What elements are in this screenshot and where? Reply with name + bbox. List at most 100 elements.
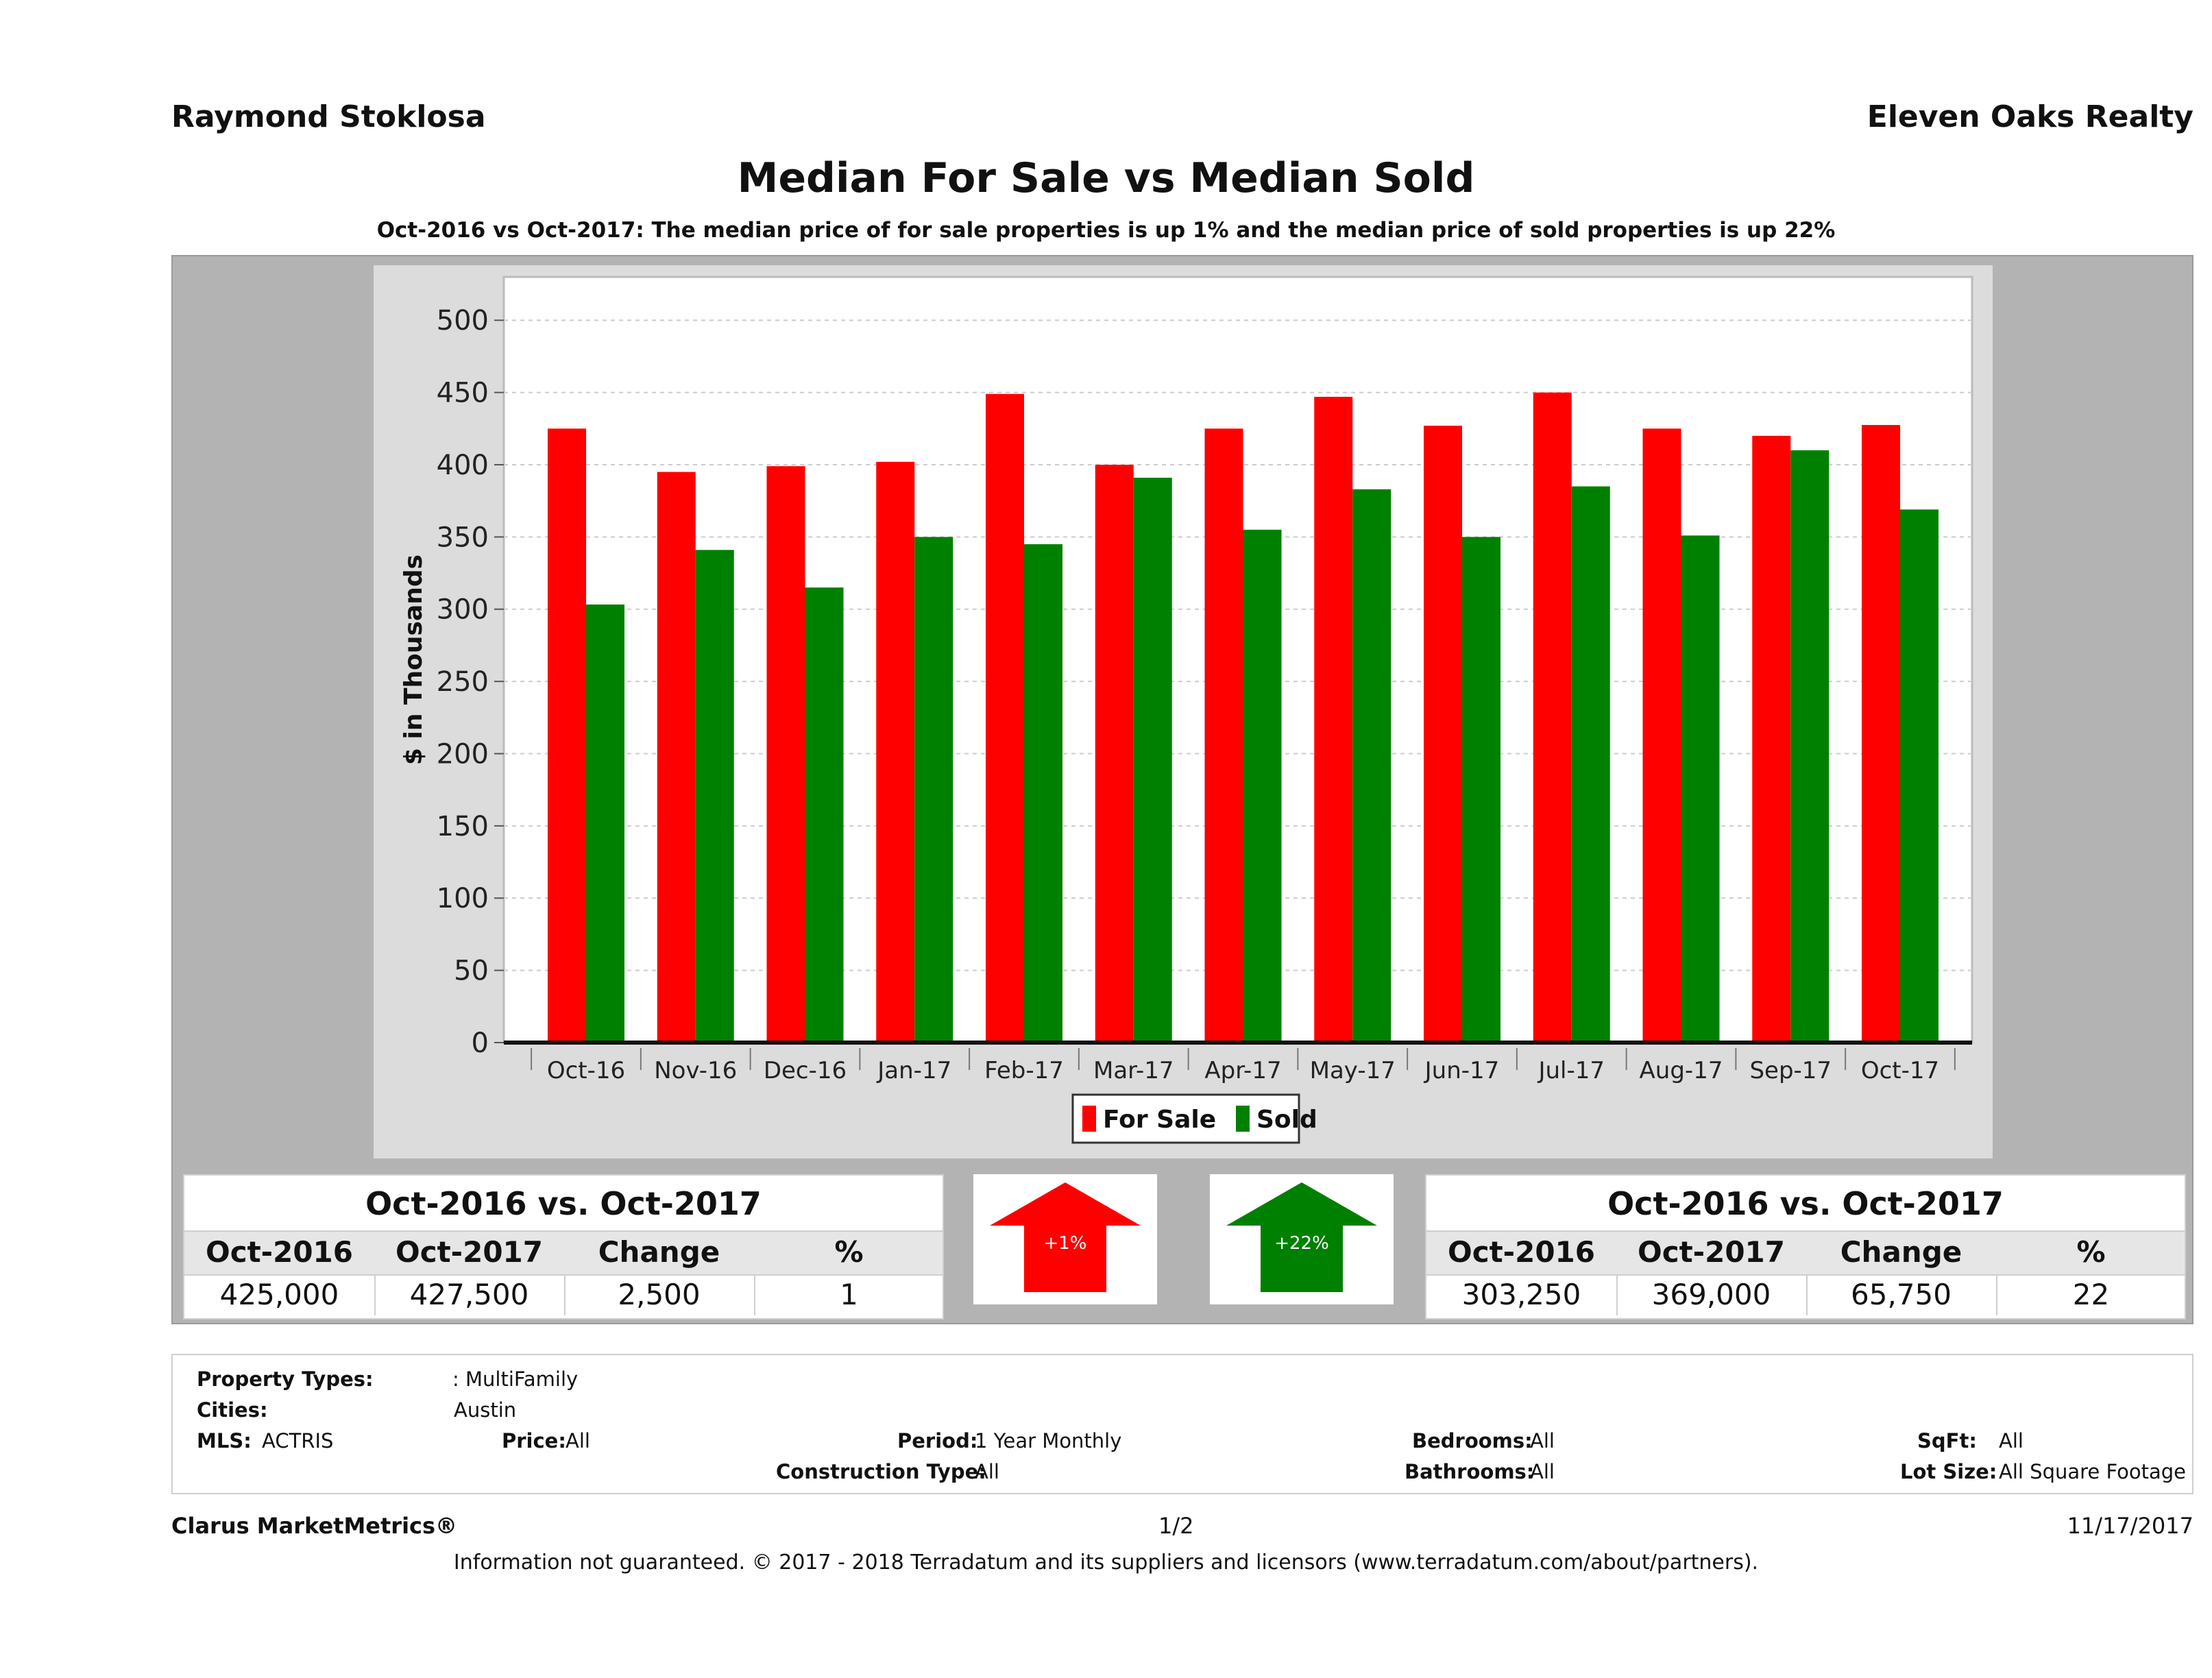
x-tick-label: Jan-17 [876,1057,951,1084]
sold-value-oct2016: 303,250 [1461,1278,1581,1311]
construction-type-label: Construction Type: [776,1460,986,1483]
sold-stats-header-row: Oct-2016 Oct-2017 Change % [1426,1230,2185,1276]
x-tick-label: Mar-17 [1093,1057,1174,1084]
x-tick-label: Jul-17 [1537,1057,1605,1084]
cities-value: Austin [454,1398,517,1422]
x-tick-label: Apr-17 [1204,1057,1281,1084]
legend-box [1071,1093,1300,1144]
bar-sold [1352,489,1391,1043]
bedrooms-label: Bedrooms: [1412,1429,1533,1452]
legend-swatch-for-sale [1082,1106,1096,1132]
sold-value-change: 65,750 [1851,1278,1952,1311]
x-tick-label: Dec-16 [764,1057,847,1084]
bar-sold [805,587,844,1043]
for-sale-change-arrow: +1% [973,1174,1157,1304]
bar-sold [1681,535,1720,1043]
x-tick-label: Sep-17 [1749,1057,1832,1084]
for-sale-value-oct2016: 425,000 [219,1278,339,1311]
y-axis-label: $ in Thousands [400,555,428,765]
legend-swatch-sold [1236,1106,1250,1132]
chart-subtitle: Oct-2016 vs Oct-2017: The median price o… [376,218,1836,243]
bar-for-sale [1752,435,1791,1043]
sold-value-oct2017: 369,000 [1651,1278,1771,1311]
for-sale-stats-title: Oct-2016 vs. Oct-2017 [365,1185,762,1222]
bathrooms-value: All [1530,1460,1555,1483]
sold-header-percent: % [2076,1235,2106,1269]
report-date: 11/17/2017 [2067,1513,2193,1539]
sold-stats-title: Oct-2016 vs. Oct-2017 [1607,1185,2004,1222]
x-tick-label: Nov-16 [654,1057,737,1084]
x-tick-label: Feb-17 [984,1057,1064,1084]
mls-value: ACTRIS [262,1429,334,1452]
lot-size-label: Lot Size: [1900,1460,1997,1483]
brokerage-name: Eleven Oaks Realty [1867,99,2193,134]
y-tick-label: 150 [437,811,489,842]
for-sale-header-oct2017: Oct-2017 [395,1235,543,1269]
bar-sold [1243,529,1282,1043]
y-tick-label: 300 [437,594,489,626]
price-value: All [566,1429,590,1452]
bar-for-sale [766,466,805,1043]
sold-header-oct2016: Oct-2016 [1447,1235,1595,1269]
bar-for-sale [1642,428,1681,1043]
bar-sold [1900,509,1938,1043]
construction-type-value: All [975,1460,999,1483]
legend-label-sold: Sold [1256,1106,1317,1134]
bar-sold [1462,537,1500,1043]
cities-label: Cities: [197,1398,268,1422]
footer-brand: Clarus MarketMetrics® [171,1513,458,1539]
sold-stats-value-row: 303,250 369,000 65,750 22 [1426,1274,2185,1315]
bar-sold [1790,450,1830,1043]
bar-for-sale [1533,392,1572,1043]
for-sale-stats-table: Oct-2016 vs. Oct-2017 Oct-2016 Oct-2017 … [183,1174,944,1320]
page-number: 1/2 [1158,1513,1194,1539]
x-tick-label: Jun-17 [1424,1057,1500,1084]
for-sale-value-oct2017: 427,500 [409,1278,529,1311]
bar-for-sale [1204,428,1243,1043]
disclaimer: Information not guaranteed. © 2017 - 201… [453,1551,1759,1574]
bar-sold [914,537,953,1043]
bar-sold [695,550,734,1043]
price-label: Price: [502,1429,566,1452]
bar-sold [1024,544,1062,1043]
x-tick-label: Oct-16 [547,1057,625,1084]
sold-header-change: Change [1840,1235,1962,1269]
bar-for-sale [876,461,915,1043]
y-tick-label: 0 [472,1028,489,1059]
bedrooms-value: All [1530,1429,1555,1452]
sold-change-label: +22% [1274,1233,1329,1254]
bar-for-sale [548,428,586,1043]
for-sale-header-oct2016: Oct-2016 [205,1235,353,1269]
legend-label-for-sale: For Sale [1103,1106,1216,1134]
bathrooms-label: Bathrooms: [1405,1460,1535,1483]
for-sale-arrow-shape [990,1182,1141,1292]
period-value: 1 Year Monthly [975,1429,1122,1452]
bar-sold [1133,477,1172,1043]
sold-stats-table: Oct-2016 vs. Oct-2017 Oct-2016 Oct-2017 … [1425,1174,2186,1320]
bar-for-sale [657,472,696,1043]
for-sale-change-label: +1% [1043,1233,1087,1254]
y-tick-label: 100 [437,883,489,914]
for-sale-stats-value-row: 425,000 427,500 2,500 1 [184,1274,943,1315]
period-label: Period: [897,1429,978,1452]
sqft-label: SqFt: [1917,1429,1977,1452]
agent-name: Raymond Stoklosa [171,99,486,134]
bar-sold [586,604,624,1043]
y-tick-label: 50 [454,956,489,987]
bar-for-sale [986,393,1024,1043]
property-types-value: : MultiFamily [452,1367,579,1391]
sold-change-arrow: +22% [1210,1174,1394,1304]
y-tick-label: 450 [437,378,489,409]
y-tick-label: 200 [437,738,489,770]
bar-for-sale [1862,425,1900,1043]
sqft-value: All [1999,1429,2023,1452]
bar-sold [1571,486,1610,1043]
for-sale-stats-header-row: Oct-2016 Oct-2017 Change % [184,1230,943,1276]
y-tick-label: 250 [437,666,489,698]
x-tick-label: Oct-17 [1861,1057,1939,1084]
chart-area: 0 50 100 150 200 250 300 350 400 450 500 $ in Thous… [374,265,1993,1158]
mls-label: MLS: [197,1429,252,1452]
bar-for-sale [1424,426,1462,1043]
bar-chart: 0 50 100 150 200 250 300 350 400 450 500 $ in Thous… [400,276,1973,1144]
bar-for-sale [1314,396,1353,1043]
